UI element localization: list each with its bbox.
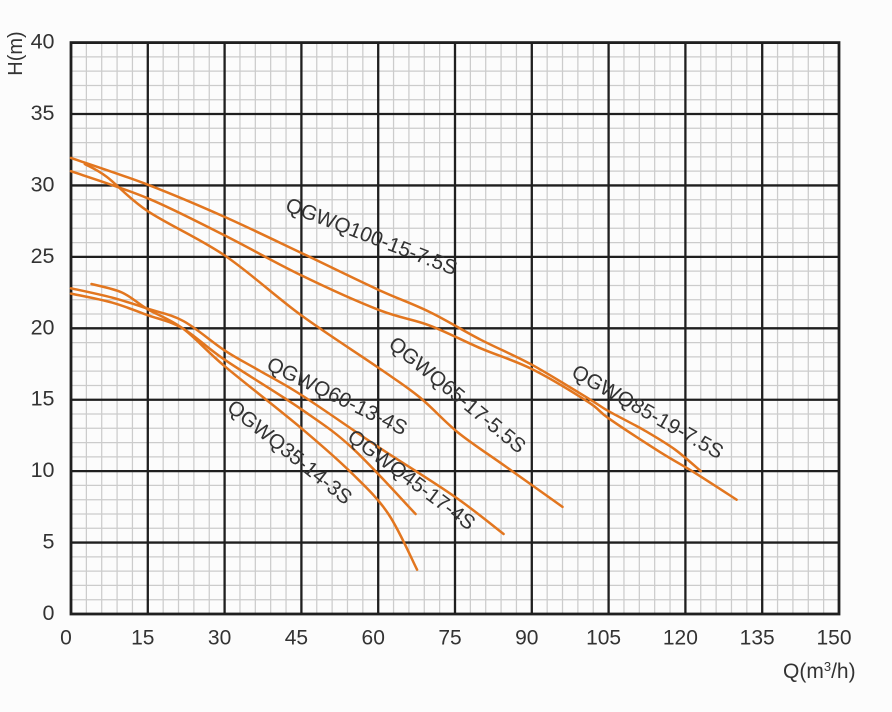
svg-text:0: 0 <box>60 627 72 650</box>
svg-text:35: 35 <box>31 101 55 125</box>
svg-text:30: 30 <box>31 172 55 196</box>
svg-text:H(m): H(m) <box>5 31 27 75</box>
svg-text:30: 30 <box>208 627 231 650</box>
svg-text:60: 60 <box>362 627 385 650</box>
svg-text:25: 25 <box>31 244 55 268</box>
svg-text:15: 15 <box>131 627 154 650</box>
svg-text:Q(m3/h): Q(m3/h) <box>783 659 856 683</box>
svg-text:10: 10 <box>31 458 55 482</box>
svg-text:5: 5 <box>43 530 55 554</box>
svg-text:20: 20 <box>31 315 55 339</box>
svg-text:120: 120 <box>663 627 698 650</box>
svg-text:40: 40 <box>31 30 55 54</box>
svg-text:105: 105 <box>586 627 621 650</box>
svg-text:150: 150 <box>816 627 851 650</box>
svg-text:90: 90 <box>515 627 538 650</box>
svg-text:45: 45 <box>285 627 308 650</box>
svg-text:15: 15 <box>31 387 55 411</box>
svg-text:135: 135 <box>740 627 775 650</box>
svg-text:0: 0 <box>43 601 55 625</box>
svg-text:75: 75 <box>438 627 461 650</box>
